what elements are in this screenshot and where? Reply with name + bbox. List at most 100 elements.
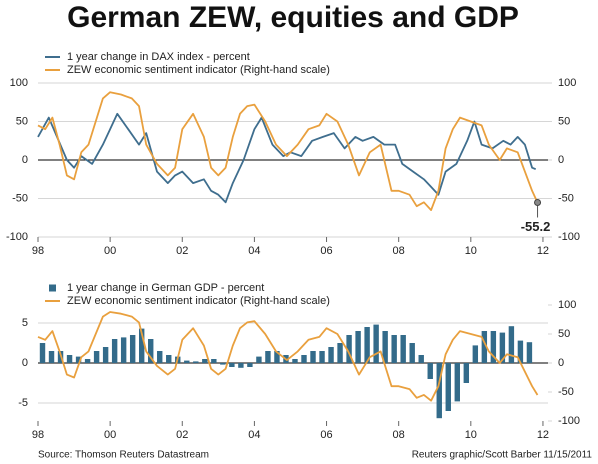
y-tick-label: 0 — [22, 154, 28, 166]
x-tick-label: 98 — [32, 245, 44, 257]
bar — [66, 355, 73, 363]
bar — [301, 355, 307, 363]
y2-tick-label: 50 — [558, 115, 570, 127]
bar — [265, 351, 271, 363]
y2-tick-label: 50 — [558, 328, 570, 340]
bar — [391, 335, 397, 363]
bar — [111, 339, 118, 363]
line — [37, 311, 539, 402]
bar — [328, 347, 334, 363]
bar — [517, 340, 524, 363]
bar — [481, 331, 488, 363]
y-tick-label: 0 — [22, 357, 28, 369]
end-label: -55.2 — [521, 219, 551, 234]
y-tick-label: 100 — [10, 77, 28, 89]
legend-swatch — [49, 284, 56, 292]
bar — [508, 326, 515, 363]
bar — [373, 324, 379, 363]
line — [37, 91, 539, 211]
legend-label: 1 year change in German GDP - percent — [67, 282, 264, 294]
bar — [229, 363, 235, 367]
bar — [472, 345, 479, 363]
bar — [102, 347, 109, 363]
x-tick-label: 04 — [248, 245, 260, 257]
y-tick-label: 50 — [16, 115, 28, 127]
legend-label: ZEW economic sentiment indicator (Right-… — [67, 295, 330, 307]
y2-tick-label: -50 — [558, 386, 574, 398]
bar — [364, 327, 370, 363]
x-tick-label: 00 — [104, 429, 116, 441]
x-tick-label: 04 — [248, 429, 260, 441]
y2-tick-label: -50 — [558, 192, 574, 204]
bar — [93, 351, 100, 363]
y2-tick-label: 0 — [558, 154, 564, 166]
bar — [184, 360, 190, 363]
bar — [490, 331, 497, 363]
bar — [157, 351, 163, 363]
x-tick-label: 06 — [320, 245, 332, 257]
source: Source: Thomson Reuters Datastream — [38, 450, 209, 461]
bar — [400, 335, 406, 363]
bar — [382, 331, 388, 363]
x-tick-label: 10 — [465, 429, 477, 441]
bar — [120, 337, 127, 363]
x-tick-label: 12 — [537, 245, 549, 257]
x-tick-label: 10 — [465, 245, 477, 257]
y-tick-label: -50 — [12, 192, 28, 204]
bar — [211, 359, 217, 363]
y2-tick-label: 0 — [558, 357, 564, 369]
chart-title: German ZEW, equities and GDP — [67, 1, 519, 34]
bar — [193, 361, 199, 363]
bar — [436, 363, 442, 419]
y2-tick-label: -100 — [558, 415, 580, 427]
bar — [346, 335, 352, 363]
bar — [445, 363, 451, 411]
bar — [427, 363, 433, 379]
bar — [166, 355, 172, 363]
y-tick-label: 5 — [22, 317, 28, 329]
x-tick-label: 00 — [104, 245, 116, 257]
x-tick-label: 08 — [393, 429, 405, 441]
bar — [526, 342, 533, 363]
bar — [292, 359, 298, 363]
y2-tick-label: -100 — [558, 231, 580, 243]
legend-label: 1 year change in DAX index - percent — [67, 51, 250, 63]
x-tick-label: 08 — [393, 245, 405, 257]
end-marker — [534, 199, 542, 207]
bar — [238, 363, 244, 368]
bar — [499, 332, 506, 363]
bar — [418, 355, 424, 363]
x-tick-label: 06 — [320, 429, 332, 441]
bar — [220, 363, 226, 365]
bar — [202, 359, 208, 363]
bar — [84, 359, 91, 363]
bar — [138, 328, 145, 363]
y2-tick-label: 100 — [558, 299, 576, 311]
bar — [274, 351, 280, 363]
credit: Reuters graphic/Scott Barber 11/15/2011 — [412, 450, 593, 461]
bar — [310, 351, 316, 363]
bar — [256, 356, 262, 363]
y2-tick-label: 100 — [558, 77, 576, 89]
bar — [337, 343, 343, 363]
bar — [48, 351, 55, 363]
bar — [319, 351, 325, 363]
x-tick-label: 98 — [32, 429, 44, 441]
bar — [75, 356, 82, 363]
bar — [148, 339, 154, 363]
x-tick-label: 02 — [176, 429, 188, 441]
bar — [463, 363, 470, 383]
bar — [454, 363, 460, 402]
bar — [39, 343, 46, 363]
bar — [355, 331, 361, 363]
x-tick-label: 12 — [537, 429, 549, 441]
bar — [129, 335, 136, 363]
y-tick-label: -100 — [6, 231, 28, 243]
y-tick-label: -5 — [18, 397, 28, 409]
bar — [247, 363, 253, 367]
legend-label: ZEW economic sentiment indicator (Right-… — [67, 64, 330, 76]
x-tick-label: 02 — [176, 245, 188, 257]
bar — [409, 343, 415, 363]
